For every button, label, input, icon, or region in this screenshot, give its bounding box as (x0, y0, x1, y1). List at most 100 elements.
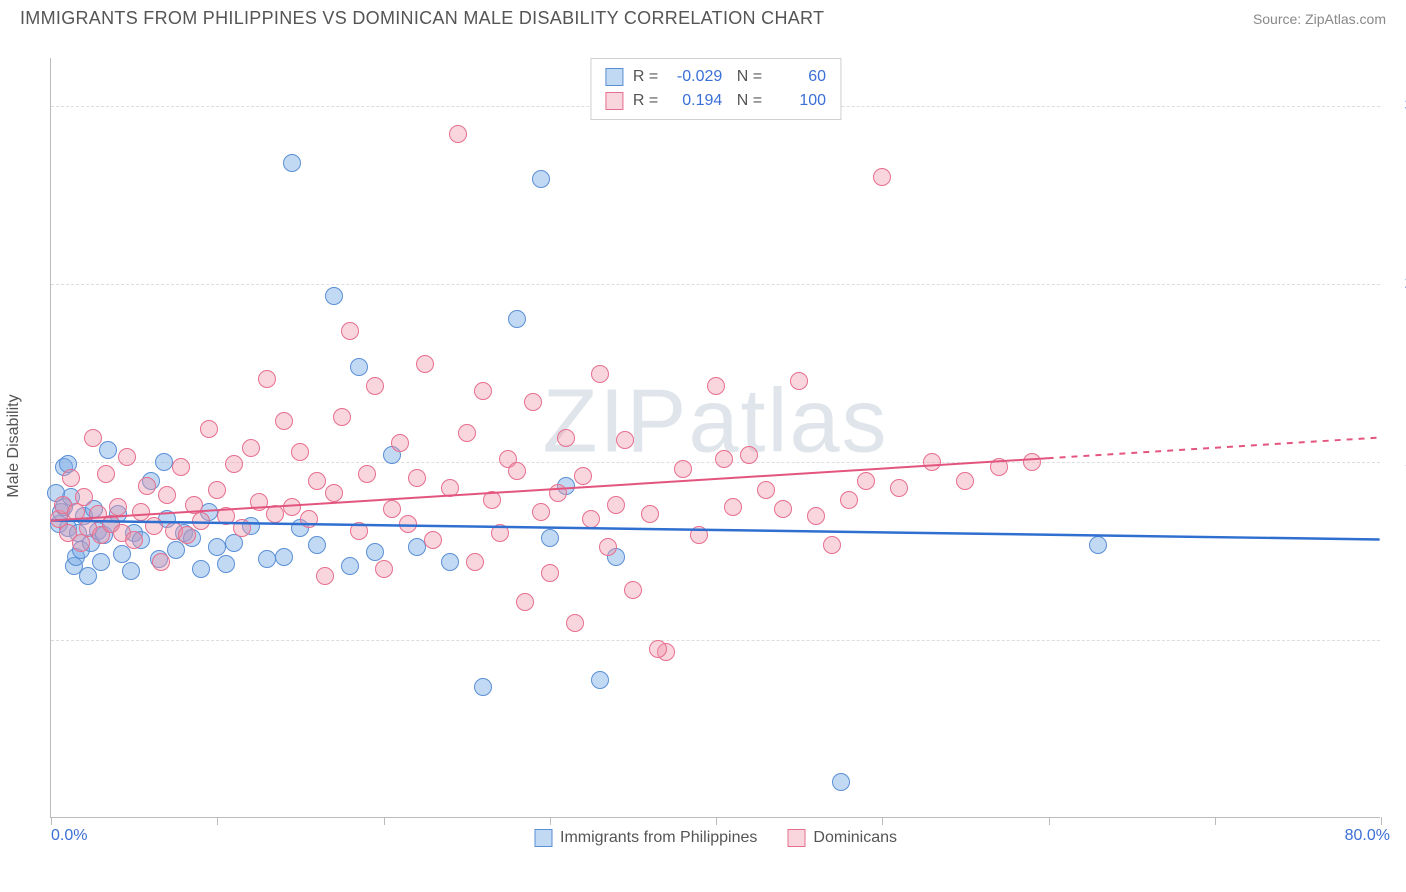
data-point-dominicans (990, 458, 1008, 476)
data-point-dominicans (350, 522, 368, 540)
data-point-dominicans (474, 382, 492, 400)
data-point-philippines (155, 453, 173, 471)
legend-row-philippines: R = -0.029 N = 60 (605, 65, 826, 89)
data-point-philippines (99, 441, 117, 459)
data-point-dominicans (582, 510, 600, 528)
data-point-dominicans (258, 370, 276, 388)
data-point-dominicans (138, 477, 156, 495)
data-point-dominicans (375, 560, 393, 578)
legend-item-dominicans: Dominicans (787, 829, 897, 847)
swatch-dominicans-icon (787, 829, 805, 847)
data-point-dominicans (300, 510, 318, 528)
data-point-dominicans (242, 439, 260, 457)
data-point-dominicans (192, 512, 210, 530)
x-tick (1215, 817, 1216, 825)
data-point-dominicans (607, 496, 625, 514)
data-point-dominicans (118, 448, 136, 466)
data-point-philippines (92, 553, 110, 571)
data-point-philippines (408, 538, 426, 556)
data-point-dominicans (266, 505, 284, 523)
data-point-dominicans (566, 614, 584, 632)
data-point-dominicans (152, 553, 170, 571)
data-point-philippines (508, 310, 526, 328)
data-point-philippines (366, 543, 384, 561)
data-point-philippines (325, 287, 343, 305)
x-tick (217, 817, 218, 825)
data-point-dominicans (508, 462, 526, 480)
data-point-philippines (258, 550, 276, 568)
n-label: N = (732, 65, 762, 89)
data-point-dominicans (145, 517, 163, 535)
data-point-dominicans (574, 467, 592, 485)
x-axis-min-label: 0.0% (51, 827, 87, 845)
data-point-dominicans (458, 424, 476, 442)
data-point-dominicans (399, 515, 417, 533)
data-point-dominicans (178, 526, 196, 544)
data-point-dominicans (383, 500, 401, 518)
data-point-dominicans (724, 498, 742, 516)
data-point-philippines (217, 555, 235, 573)
data-point-dominicans (200, 420, 218, 438)
y-tick-label: 15.0% (1390, 453, 1406, 471)
data-point-philippines (1089, 536, 1107, 554)
data-point-philippines (275, 548, 293, 566)
data-point-dominicans (316, 567, 334, 585)
data-point-dominicans (441, 479, 459, 497)
legend-correlation-box: R = -0.029 N = 60 R = 0.194 N = 100 (590, 58, 841, 120)
data-point-philippines (122, 562, 140, 580)
data-point-dominicans (424, 531, 442, 549)
legend-label-philippines: Immigrants from Philippines (560, 829, 757, 847)
data-point-dominicans (641, 505, 659, 523)
x-tick (1381, 817, 1382, 825)
data-point-dominicans (391, 434, 409, 452)
data-point-dominicans (549, 484, 567, 502)
r-value-dominicans: 0.194 (668, 89, 722, 113)
y-tick-label: 7.5% (1390, 631, 1406, 649)
data-point-dominicans (715, 450, 733, 468)
data-point-dominicans (416, 355, 434, 373)
legend-row-dominicans: R = 0.194 N = 100 (605, 89, 826, 113)
data-point-dominicans (823, 536, 841, 554)
data-point-dominicans (325, 484, 343, 502)
data-point-dominicans (624, 581, 642, 599)
data-point-dominicans (109, 498, 127, 516)
data-point-dominicans (75, 488, 93, 506)
data-point-dominicans (466, 553, 484, 571)
data-point-dominicans (757, 481, 775, 499)
data-point-dominicans (308, 472, 326, 490)
y-axis-title: Male Disability (5, 394, 23, 497)
legend-bottom: Immigrants from Philippines Dominicans (534, 829, 897, 847)
x-tick (550, 817, 551, 825)
r-label: R = (633, 89, 658, 113)
data-point-philippines (208, 538, 226, 556)
data-point-dominicans (707, 377, 725, 395)
data-point-philippines (192, 560, 210, 578)
plot-area: ZIPatlas R = -0.029 N = 60 R = 0.194 N =… (50, 58, 1380, 818)
data-point-philippines (79, 567, 97, 585)
data-point-philippines (532, 170, 550, 188)
n-value-philippines: 60 (772, 65, 826, 89)
data-point-dominicans (857, 472, 875, 490)
data-point-dominicans (690, 526, 708, 544)
data-point-dominicans (840, 491, 858, 509)
trend-lines (51, 58, 1380, 817)
x-tick (882, 817, 883, 825)
swatch-philippines-icon (534, 829, 552, 847)
y-tick-label: 22.5% (1390, 275, 1406, 293)
data-point-dominicans (217, 507, 235, 525)
data-point-dominicans (358, 465, 376, 483)
data-point-philippines (350, 358, 368, 376)
gridline (51, 640, 1380, 641)
data-point-dominicans (956, 472, 974, 490)
data-point-dominicans (890, 479, 908, 497)
swatch-dominicans (605, 92, 623, 110)
data-point-dominicans (649, 640, 667, 658)
data-point-dominicans (125, 531, 143, 549)
legend-item-philippines: Immigrants from Philippines (534, 829, 757, 847)
title-bar: IMMIGRANTS FROM PHILIPPINES VS DOMINICAN… (0, 0, 1406, 33)
data-point-philippines (832, 773, 850, 791)
x-tick (384, 817, 385, 825)
data-point-dominicans (557, 429, 575, 447)
data-point-dominicans (616, 431, 634, 449)
data-point-dominicans (1023, 453, 1041, 471)
